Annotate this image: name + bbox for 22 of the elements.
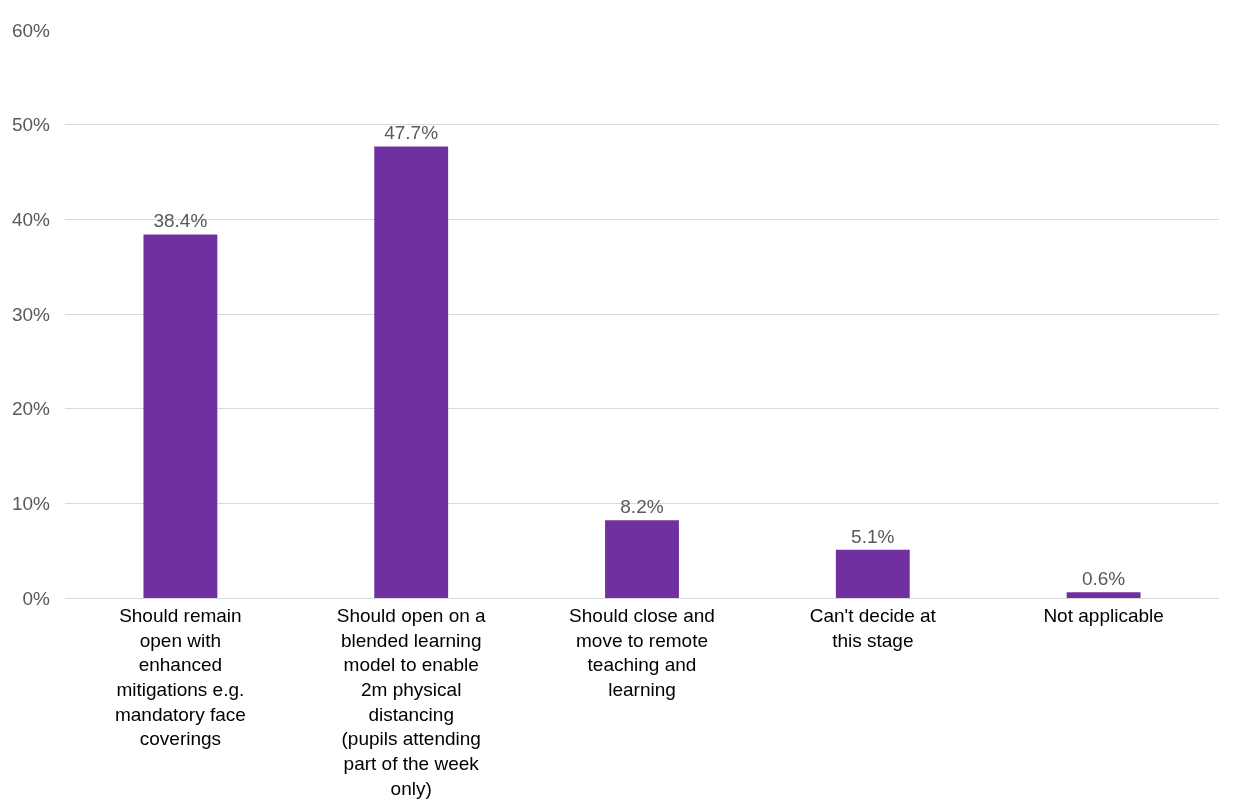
y-tick-label: 10% (11, 492, 51, 514)
bar (143, 234, 218, 598)
y-tick-label: 50% (11, 114, 51, 136)
bar (374, 146, 449, 598)
data-label: 47.7% (384, 122, 439, 144)
y-tick-label: 40% (11, 208, 51, 230)
bar (1066, 592, 1141, 598)
x-tick-label: Should remain open with enhanced mitigations e.g. mandatory face coverings (114, 604, 246, 750)
y-tick-label: 30% (11, 303, 51, 325)
x-tick-label: Can't decide at this stage (809, 604, 937, 651)
data-label: 8.2% (620, 496, 664, 518)
x-tick-label: Should open on a blended learning model to enable 2m physical distancing (pupils attending part of the week only) (336, 604, 487, 799)
y-tick-label: 0% (22, 587, 51, 609)
bar (835, 549, 910, 598)
bar (605, 520, 679, 598)
data-label: 5.1% (851, 525, 895, 547)
y-tick-label: 60% (11, 19, 51, 41)
x-tick-label: Should close and move to remote teaching and learning (569, 604, 715, 700)
y-tick-label: 20% (11, 398, 51, 420)
x-tick-label: Not applicable (1043, 604, 1164, 626)
data-label: 38.4% (153, 210, 208, 232)
data-label: 0.6% (1081, 568, 1126, 590)
